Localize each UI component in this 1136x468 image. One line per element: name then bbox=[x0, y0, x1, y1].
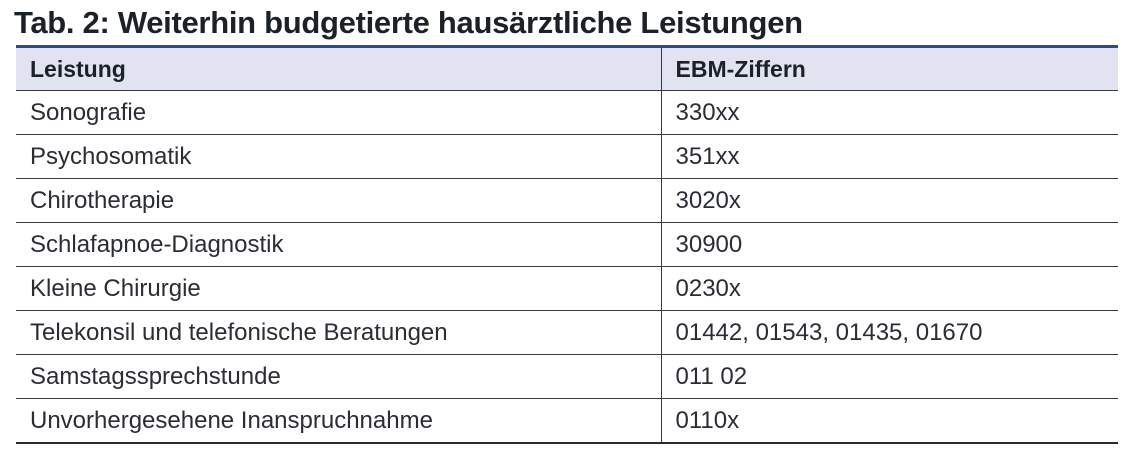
table-header-row: Leistung EBM-Ziffern bbox=[16, 48, 1118, 91]
table-row: Kleine Chirurgie 0230x bbox=[16, 266, 1118, 311]
cell-leistung: Kleine Chirurgie bbox=[16, 266, 661, 311]
cell-leistung: Schlafapnoe-Diagnostik bbox=[16, 222, 661, 267]
cell-ebm-ziffern: 01442, 01543, 01435, 01670 bbox=[660, 310, 1118, 355]
cell-leistung: Samstagssprechstunde bbox=[16, 354, 661, 399]
cell-leistung: Unvorhergesehene Inanspruchnahme bbox=[16, 398, 661, 444]
cell-ebm-ziffern: 351xx bbox=[660, 134, 1118, 179]
cell-ebm-ziffern: 0110x bbox=[660, 398, 1118, 444]
table-row: Unvorhergesehene Inanspruchnahme 0110x bbox=[16, 398, 1118, 444]
cell-ebm-ziffern: 330xx bbox=[660, 90, 1118, 135]
services-table: Leistung EBM-Ziffern Sonografie 330xx Ps… bbox=[16, 48, 1118, 444]
cell-leistung: Chirotherapie bbox=[16, 178, 661, 223]
services-table-container: Leistung EBM-Ziffern Sonografie 330xx Ps… bbox=[16, 45, 1118, 444]
cell-ebm-ziffern: 3020x bbox=[660, 178, 1118, 223]
table-row: Schlafapnoe-Diagnostik 30900 bbox=[16, 222, 1118, 267]
cell-leistung: Sonografie bbox=[16, 90, 661, 135]
table-row: Telekonsil und telefonische Beratungen 0… bbox=[16, 310, 1118, 355]
cell-ebm-ziffern: 011 02 bbox=[660, 354, 1118, 399]
table-top-rule bbox=[16, 45, 1118, 48]
cell-ebm-ziffern: 30900 bbox=[660, 222, 1118, 267]
column-header-leistung: Leistung bbox=[16, 48, 661, 91]
table-row: Psychosomatik 351xx bbox=[16, 134, 1118, 179]
cell-leistung: Psychosomatik bbox=[16, 134, 661, 179]
cell-ebm-ziffern: 0230x bbox=[660, 266, 1118, 311]
table-row: Sonografie 330xx bbox=[16, 90, 1118, 135]
table-row: Samstagssprechstunde 011 02 bbox=[16, 354, 1118, 399]
table-row: Chirotherapie 3020x bbox=[16, 178, 1118, 223]
cell-leistung: Telekonsil und telefonische Beratungen bbox=[16, 310, 661, 355]
table-title: Tab. 2: Weiterhin budgetierte hausärztli… bbox=[14, 5, 803, 40]
column-header-ebm-ziffern: EBM-Ziffern bbox=[660, 48, 1118, 91]
